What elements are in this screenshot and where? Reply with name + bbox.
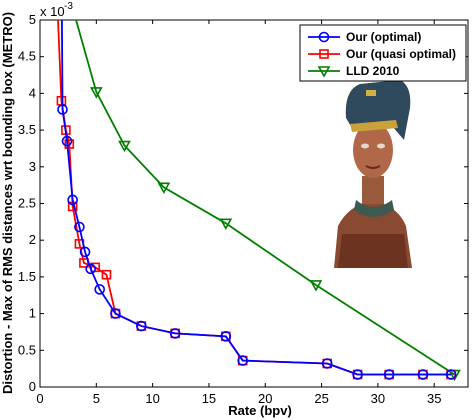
y-tick-label: 3 [29, 159, 36, 174]
x-tick-label: 35 [427, 391, 441, 406]
legend-entry: LLD 2010 [346, 64, 400, 78]
data-point [220, 331, 232, 342]
data-point [237, 355, 249, 366]
data-point [383, 369, 395, 380]
legend-marker [318, 31, 330, 43]
y-tick-label: 3.5 [18, 122, 36, 137]
legend-marker [319, 49, 329, 59]
y-tick-label: 4.5 [18, 49, 36, 64]
x-tick-label: 5 [93, 391, 100, 406]
x-tick-label: 30 [371, 391, 385, 406]
data-point [445, 369, 457, 380]
inset-photo [328, 80, 430, 270]
legend-entry: Our (optimal) [346, 30, 421, 44]
data-point [157, 182, 171, 194]
data-point [110, 308, 121, 319]
legend-entry: Our (quasi optimal) [346, 47, 456, 61]
data-point [74, 221, 85, 233]
y-tick-label: 0 [29, 379, 36, 394]
y-tick-label: 5 [29, 12, 36, 27]
data-point [219, 218, 233, 230]
data-point [309, 280, 323, 292]
y-tick-label: 1 [29, 306, 36, 321]
legend-marker [317, 66, 331, 78]
data-point [67, 194, 78, 206]
x-axis-label: Rate (bpv) [228, 403, 292, 418]
data-point [101, 269, 112, 280]
data-point [118, 140, 131, 153]
data-point [89, 87, 103, 99]
data-point [321, 358, 333, 369]
x-tick-label: 25 [314, 391, 328, 406]
data-point [57, 104, 68, 115]
y-multiplier-exponent: -3 [64, 1, 73, 12]
y-tick-label: 1.5 [18, 269, 36, 284]
data-point [94, 284, 105, 295]
y-tick-label: 4 [29, 85, 36, 100]
data-point [352, 369, 363, 380]
x-tick-label: 20 [258, 391, 272, 406]
series-layer [56, 20, 461, 382]
x-tick-label: 15 [202, 391, 216, 406]
data-point [136, 320, 147, 332]
y-tick-label: 2 [29, 232, 36, 247]
y-multiplier-base: x 10 [40, 4, 65, 19]
series-line [75, 20, 455, 376]
data-point [417, 369, 429, 380]
x-tick-label: 0 [36, 391, 43, 406]
y-tick-label: 2.5 [18, 196, 36, 211]
data-point [169, 328, 181, 339]
data-point [85, 263, 96, 275]
series-circle [57, 20, 457, 380]
y-axis-multiplier: x 10 -3 [40, 1, 73, 19]
series-triangle-down [75, 20, 461, 382]
x-tick-label: 10 [145, 391, 159, 406]
y-axis-label: Distortion - Max of RMS distances wrt bo… [0, 12, 15, 394]
bust-image [334, 80, 412, 268]
data-point [79, 246, 91, 258]
data-point [61, 135, 73, 147]
legend: Our (optimal) Our (quasi optimal) LLD 2010 [299, 24, 467, 82]
data-point [64, 139, 75, 149]
y-tick-label: 0.5 [18, 342, 36, 357]
